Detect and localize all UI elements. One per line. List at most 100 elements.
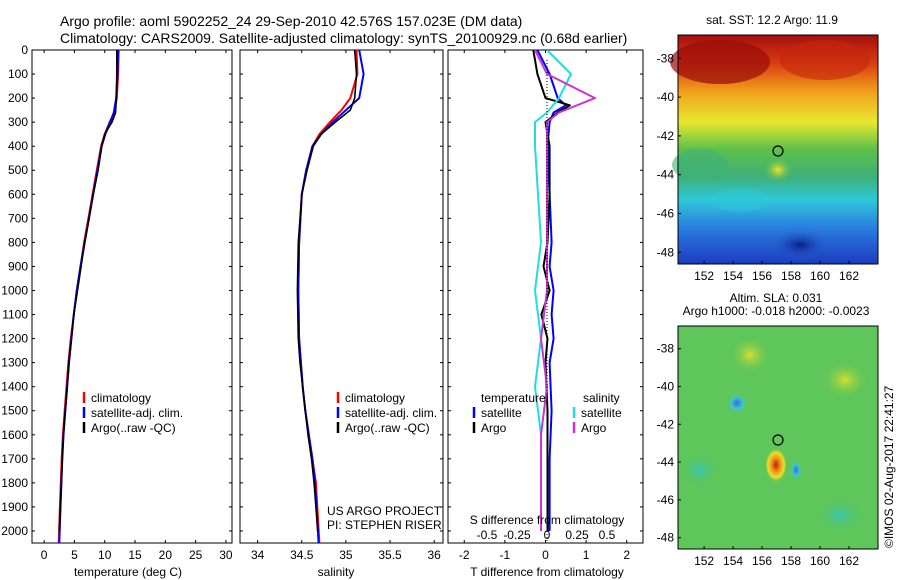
sla-blue-eddy bbox=[727, 393, 747, 413]
sla-map-lon-tick-label: 156 bbox=[752, 554, 772, 568]
sst-float-marker bbox=[772, 145, 784, 157]
pressure-tick-label: 900 bbox=[8, 259, 28, 273]
sst-map-axes: -38 -40 -42 -44 -46 -48 152 154 156 158 160 162 bbox=[657, 51, 860, 283]
pressure-tick-label: 1600 bbox=[1, 428, 28, 442]
t-difference-x-tick-label: 1 bbox=[583, 548, 590, 562]
sst-green-patch bbox=[672, 149, 728, 181]
sst-warm-patch bbox=[780, 40, 870, 80]
pressure-tick-label: 800 bbox=[8, 235, 28, 249]
series-line-temperature-argo bbox=[532, 50, 571, 531]
temperature-x-tick-label: 25 bbox=[189, 548, 203, 562]
sal-legend-argo-label: Argo(..raw -QC) bbox=[345, 421, 430, 435]
imos-stamp: ©IMOS 02-Aug-2017 22:41:27 bbox=[882, 385, 896, 548]
pressure-tick-label: 1500 bbox=[1, 404, 28, 418]
sst-map-lon-tick-label: 158 bbox=[781, 269, 801, 283]
salinity-xlabel: salinity bbox=[318, 565, 355, 579]
t-difference-x-axis: -2 -1 0 1 2 bbox=[459, 50, 630, 562]
temperature-x-tick-label: 20 bbox=[159, 548, 173, 562]
t-difference-x-tick-label: -2 bbox=[459, 548, 470, 562]
pressure-axis: 0 100 200 300 400 500 600 700 800 900 1000 1100 1200… bbox=[1, 43, 643, 538]
sla-yellow-patch-1 bbox=[728, 335, 772, 375]
pressure-tick-label: 500 bbox=[8, 163, 28, 177]
s-difference-tick-label: 0.5 bbox=[599, 528, 616, 542]
pressure-tick-label: 0 bbox=[21, 43, 28, 57]
series-line-satellite-adj-clim bbox=[297, 50, 365, 543]
sst-map-frame bbox=[677, 34, 879, 265]
sst-map-title: sat. SST: 12.2 Argo: 11.9 bbox=[706, 13, 838, 27]
sla-map-lat-tick-label: -42 bbox=[657, 417, 675, 431]
pressure-tick-label: 1900 bbox=[1, 500, 28, 514]
s-difference-x-axis: -0.5-0.2500.250.5 bbox=[477, 528, 616, 542]
sla-map-lat-tick-label: -44 bbox=[657, 455, 675, 469]
salinity-series bbox=[296, 50, 365, 543]
sla-map-lon-tick-label: 154 bbox=[723, 554, 743, 568]
sla-map-lat-tick-label: -46 bbox=[657, 493, 675, 507]
pressure-tick-label: 1300 bbox=[1, 356, 28, 370]
salinity-x-tick-label: 34 bbox=[251, 548, 265, 562]
pressure-tick-label: 100 bbox=[8, 67, 28, 81]
temperature-x-tick-label: 10 bbox=[98, 548, 112, 562]
difference-legend: temperature salinity satellite Argo sate… bbox=[472, 391, 622, 435]
title-line-2: Climatology: CARS2009. Satellite-adjuste… bbox=[60, 30, 627, 46]
salinity-x-tick-label: 35 bbox=[339, 548, 353, 562]
pressure-tick-label: 2000 bbox=[1, 524, 28, 538]
sst-map-lon-tick-label: 160 bbox=[810, 269, 830, 283]
sla-blue-eddy-small bbox=[790, 460, 802, 480]
diff-legend-salinity-header: salinity bbox=[583, 391, 620, 405]
pressure-tick-label: 1700 bbox=[1, 452, 28, 466]
sal-legend-satellite-label: satellite-adj. clim. bbox=[345, 406, 437, 420]
salinity-legend: climatology satellite-adj. clim. Argo(..… bbox=[336, 391, 437, 435]
salinity-x-axis: 34 34.5 35 35.5 36 bbox=[251, 50, 441, 562]
s-difference-tick-label: -0.5 bbox=[477, 528, 498, 542]
sla-yellow-patch-2 bbox=[820, 360, 870, 400]
sla-map-title-1: Altim. SLA: 0.031 bbox=[730, 291, 823, 305]
pressure-tick-label: 200 bbox=[8, 91, 28, 105]
difference-series bbox=[532, 50, 596, 531]
temperature-panel-frame bbox=[31, 49, 233, 544]
sla-map-lat-tick-label: -40 bbox=[657, 379, 675, 393]
salinity-panel-frame bbox=[239, 49, 444, 544]
pressure-tick-label: 700 bbox=[8, 211, 28, 225]
salinity-x-tick-label: 35.5 bbox=[378, 548, 402, 562]
sst-map-lat-tick-label: -38 bbox=[657, 51, 675, 65]
sst-cyan-patch bbox=[710, 188, 770, 212]
title-line-1: Argo profile: aoml 5902252_24 29-Sep-201… bbox=[60, 13, 522, 29]
t-difference-xlabel: T difference from climatology bbox=[470, 565, 624, 579]
sla-map-lon-tick-label: 152 bbox=[694, 554, 714, 568]
temperature-legend: climatology satellite-adj. clim. Argo(..… bbox=[82, 391, 183, 435]
sla-map-lat-tick-label: -48 bbox=[657, 531, 675, 545]
pressure-tick-label: 300 bbox=[8, 115, 28, 129]
t-difference-x-tick-label: 2 bbox=[623, 548, 630, 562]
temperature-x-tick-label: 30 bbox=[219, 548, 233, 562]
s-difference-tick-label: -0.25 bbox=[503, 528, 531, 542]
sst-cold-patch bbox=[770, 229, 830, 261]
pressure-tick-label: 1200 bbox=[1, 332, 28, 346]
sla-map-frame bbox=[677, 325, 879, 550]
temperature-series bbox=[57, 50, 120, 543]
temperature-x-tick-label: 0 bbox=[41, 548, 48, 562]
sla-map-lon-tick-label: 160 bbox=[810, 554, 830, 568]
temperature-x-tick-label: 15 bbox=[128, 548, 142, 562]
sla-float-marker bbox=[772, 434, 784, 446]
t-difference-x-tick-label: 0 bbox=[542, 548, 549, 562]
pressure-tick-label: 400 bbox=[8, 139, 28, 153]
temperature-xlabel: temperature (deg C) bbox=[74, 565, 182, 579]
pressure-tick-label: 1000 bbox=[1, 283, 28, 297]
series-line-argo-raw-qc bbox=[296, 50, 358, 532]
sla-warm-eddy bbox=[765, 448, 787, 482]
series-line-argo-raw-qc bbox=[58, 50, 118, 532]
sla-map-lat-tick-label: -38 bbox=[657, 342, 675, 356]
legend-satellite-label: satellite-adj. clim. bbox=[91, 406, 183, 420]
pressure-tick-label: 1800 bbox=[1, 476, 28, 490]
sla-map-axes: -38 -40 -42 -44 -46 -48 152 154 156 158 160 162 bbox=[657, 342, 860, 568]
salinity-x-tick-label: 36 bbox=[427, 548, 441, 562]
diff-legend-t-argo-label: Argo bbox=[481, 421, 507, 435]
sst-map bbox=[670, 34, 879, 265]
sla-map-lon-tick-label: 162 bbox=[839, 554, 859, 568]
legend-climatology-label: climatology bbox=[91, 391, 151, 405]
series-line-climatology bbox=[297, 50, 359, 543]
t-difference-x-tick-label: -1 bbox=[500, 548, 511, 562]
sst-map-lon-tick-label: 154 bbox=[723, 269, 743, 283]
sst-map-lon-tick-label: 156 bbox=[752, 269, 772, 283]
sst-hot-patch bbox=[670, 40, 770, 84]
